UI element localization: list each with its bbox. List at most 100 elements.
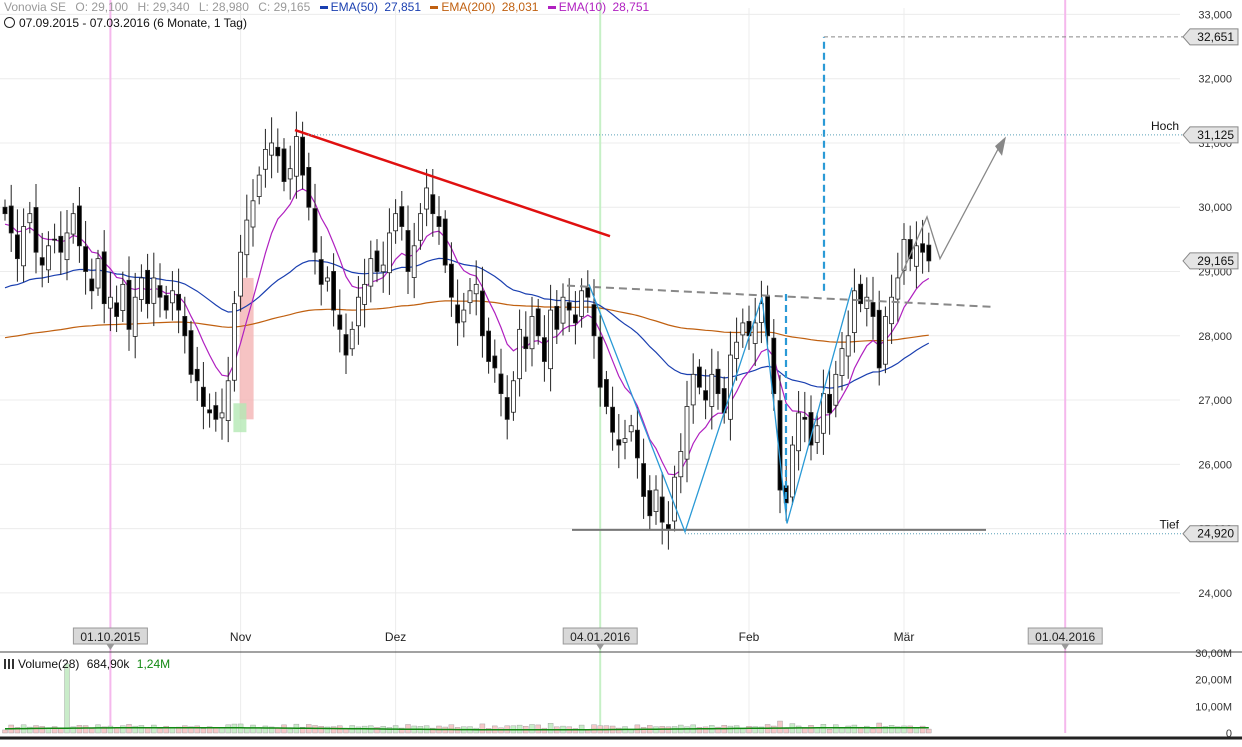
- candle: [808, 395, 814, 461]
- volume-y-tick-label: 20,00M: [1195, 675, 1232, 687]
- candle: [839, 332, 845, 391]
- candle: [653, 475, 659, 525]
- candle-body: [213, 405, 219, 420]
- candle: [399, 190, 405, 241]
- candle: [802, 391, 808, 443]
- candle-body: [517, 328, 522, 380]
- candle: [58, 211, 64, 275]
- volume-bar: [919, 725, 926, 734]
- volume-value-1: 684,90k: [86, 657, 130, 671]
- volume-bar: [665, 726, 672, 734]
- candle: [207, 393, 213, 428]
- volume-bar: [833, 724, 839, 734]
- candle: [510, 371, 516, 421]
- volume-bar: [795, 725, 802, 734]
- ema50-label[interactable]: EMA(50): [330, 0, 378, 14]
- ema200-label[interactable]: EMA(200): [441, 0, 496, 14]
- candle-body: [821, 393, 826, 434]
- candle-body: [579, 290, 584, 317]
- candle: [157, 263, 163, 318]
- candle: [876, 290, 882, 386]
- candle-body: [169, 290, 175, 304]
- volume-bar: [771, 725, 777, 734]
- y-axis-tick-label: 29,000: [1198, 267, 1232, 279]
- volume-bar: [535, 724, 541, 734]
- candle: [355, 276, 361, 345]
- volume-bar: [616, 727, 622, 734]
- candle: [740, 308, 746, 348]
- candle-body: [604, 379, 609, 407]
- candle-body: [876, 309, 882, 369]
- volume-bar: [101, 726, 107, 734]
- volume-bar: [888, 725, 895, 734]
- candle-body: [597, 336, 603, 388]
- candle: [188, 320, 194, 384]
- candle: [858, 274, 863, 313]
- ema200-swatch: [430, 6, 439, 10]
- x-axis-tick-label: Nov: [230, 630, 251, 644]
- candle-body: [157, 285, 163, 298]
- volume-label[interactable]: Volume(28): [18, 657, 80, 671]
- candle: [523, 311, 529, 372]
- candle: [318, 236, 324, 306]
- candle: [703, 369, 708, 420]
- ema10-label[interactable]: EMA(10): [558, 0, 607, 14]
- candle-body: [870, 302, 876, 317]
- candle: [790, 436, 795, 506]
- x-axis-tick: Mär: [894, 630, 915, 644]
- candle: [151, 252, 157, 327]
- open-value: O: 29,100: [75, 0, 129, 14]
- date-range-text: 07.09.2015 - 07.03.2016 (6 Monate, 1 Tag…: [19, 16, 247, 30]
- candle: [238, 234, 244, 312]
- candle: [883, 306, 888, 374]
- volume-bar: [157, 728, 163, 734]
- volume-bar: [107, 725, 114, 734]
- volume-bar: [27, 726, 33, 734]
- candle-body: [442, 218, 448, 266]
- candle-body: [864, 296, 870, 309]
- candle: [324, 266, 330, 292]
- candle: [27, 201, 33, 234]
- volume-bar: [529, 724, 535, 734]
- candle-body: [120, 283, 126, 311]
- candle-body: [684, 406, 690, 460]
- volume-bar: [355, 726, 362, 734]
- ema10-swatch: [547, 6, 556, 10]
- candle-body: [300, 136, 306, 176]
- candle-body: [542, 337, 547, 362]
- candle: [833, 360, 839, 418]
- volume-bar: [901, 725, 907, 734]
- volume-bar: [151, 724, 157, 734]
- volume-bar: [138, 725, 145, 734]
- price-tag-box: [1182, 126, 1239, 144]
- candle-body: [424, 187, 430, 210]
- candle-body: [889, 296, 894, 325]
- candle-body: [430, 194, 436, 215]
- candle: [163, 285, 169, 319]
- candle-body: [703, 390, 708, 401]
- candle: [380, 241, 386, 293]
- arrow-head-icon: [995, 136, 1006, 156]
- candle-body: [845, 335, 851, 357]
- candle: [597, 315, 603, 407]
- candle: [120, 271, 126, 322]
- volume-bar: [132, 725, 138, 734]
- candle-body: [535, 308, 541, 337]
- candle-body: [77, 205, 82, 247]
- candle: [461, 292, 467, 338]
- candle-body: [256, 174, 262, 197]
- candle: [492, 339, 498, 383]
- candle: [331, 253, 337, 327]
- y-axis-tick-label: 32,000: [1198, 74, 1232, 86]
- candle: [287, 145, 293, 200]
- candle-body: [262, 148, 268, 170]
- candle: [21, 208, 27, 283]
- candle: [374, 239, 380, 283]
- y-axis-tick-label: 24,000: [1198, 588, 1232, 600]
- candle-body: [163, 295, 169, 311]
- volume-bar: [95, 724, 101, 734]
- candle: [70, 202, 76, 244]
- candle-body: [585, 287, 591, 298]
